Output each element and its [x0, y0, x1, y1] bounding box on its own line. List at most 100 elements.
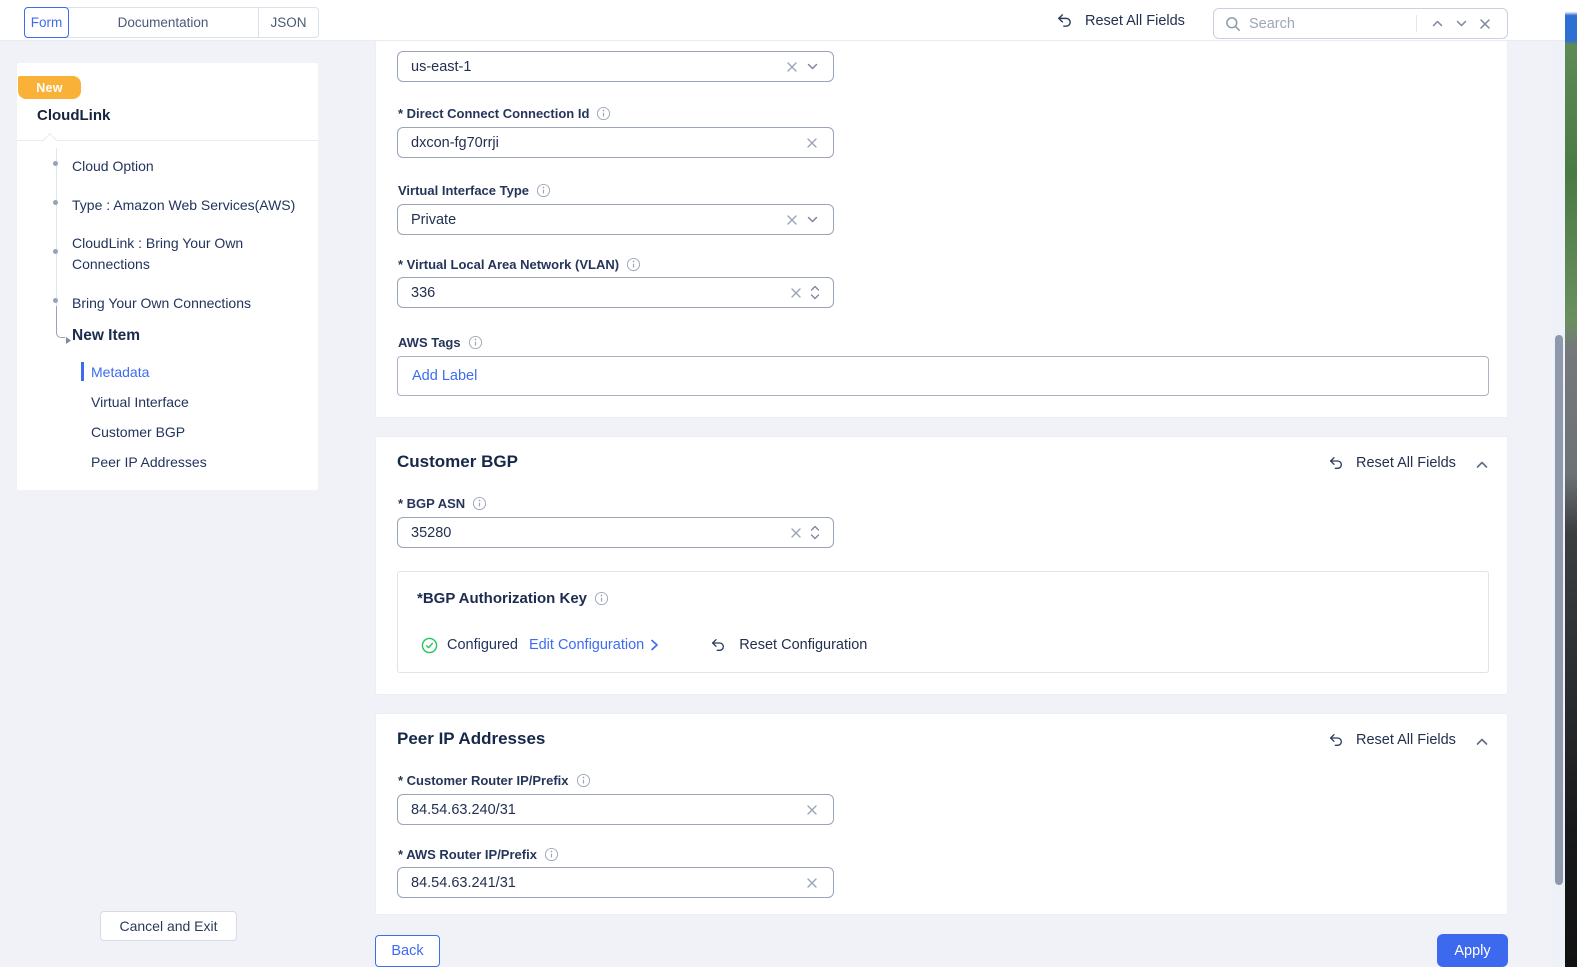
info-icon[interactable]: [536, 183, 551, 198]
search-next-icon[interactable]: [1449, 12, 1473, 36]
scrollbar-thumb[interactable]: [1555, 335, 1563, 885]
info-icon[interactable]: [472, 496, 487, 511]
check-circle-icon: [421, 637, 438, 654]
customer-bgp-title: Customer BGP: [397, 452, 518, 471]
bgp-auth-key-panel: *BGP Authorization Key Configured Edit C…: [397, 571, 1489, 673]
tab-documentation[interactable]: Documentation: [68, 8, 259, 37]
sidebar-subitem-peer-ip-addresses[interactable]: Peer IP Addresses: [91, 454, 207, 470]
dx-connection-id-value[interactable]: [398, 134, 802, 151]
new-badge: New: [18, 76, 81, 99]
tree-bullet: [53, 200, 58, 205]
reset-configuration-button[interactable]: Reset Configuration: [706, 633, 867, 657]
aws-router-ip-input[interactable]: [397, 867, 834, 898]
chevron-down-icon[interactable]: [802, 210, 822, 230]
top-bar: Form Documentation JSON Reset All Fields: [0, 0, 1567, 41]
collapse-section-icon[interactable]: [1472, 455, 1492, 475]
chevron-down-icon[interactable]: [802, 57, 822, 77]
number-stepper[interactable]: [808, 521, 822, 545]
customer-router-ip-input[interactable]: [397, 794, 834, 825]
tab-form[interactable]: Form: [24, 7, 69, 38]
sidebar-subitem-virtual-interface[interactable]: Virtual Interface: [91, 394, 189, 410]
search-divider: [1416, 15, 1417, 32]
bgp-auth-key-label-text: *BGP Authorization Key: [417, 590, 588, 607]
reset-all-fields-label: Reset All Fields: [1085, 12, 1185, 29]
apply-button[interactable]: Apply: [1437, 934, 1508, 967]
section-reset-all-fields-label: Reset All Fields: [1356, 732, 1456, 748]
search-input[interactable]: [1249, 15, 1412, 32]
clear-icon[interactable]: [802, 873, 822, 893]
search-box: [1213, 8, 1508, 39]
divider-notch: [42, 132, 58, 148]
customer-router-ip-label: * Customer Router IP/Prefix: [398, 772, 591, 788]
aws-tags-label-text: AWS Tags: [398, 334, 461, 350]
stepper-up-icon: [810, 285, 820, 291]
info-icon[interactable]: [544, 847, 559, 862]
tree-bullet: [53, 161, 58, 166]
dx-connection-id-label: * Direct Connect Connection Id: [398, 105, 611, 121]
tree-bullet: [53, 249, 58, 254]
tab-json[interactable]: JSON: [270, 15, 307, 30]
search-close-icon[interactable]: [1473, 12, 1497, 36]
vlan-number-input[interactable]: [397, 277, 834, 308]
bgp-asn-label: * BGP ASN: [398, 495, 487, 511]
region-select-value[interactable]: [398, 58, 782, 75]
peer-ip-section-card: Peer IP Addresses Reset All Fields * Cus…: [375, 713, 1508, 915]
info-icon[interactable]: [594, 591, 609, 606]
bgp-auth-key-status-row: Configured Edit Configuration Reset Conf…: [421, 633, 867, 657]
reset-all-fields-button[interactable]: Reset All Fields: [1052, 0, 1185, 41]
undo-icon: [1052, 9, 1076, 33]
info-icon[interactable]: [626, 257, 641, 272]
tree-elbow-connector: [56, 306, 65, 338]
vif-type-value[interactable]: [398, 211, 782, 228]
search-prev-icon[interactable]: [1425, 12, 1449, 36]
stepper-down-icon: [810, 534, 820, 540]
clear-icon[interactable]: [786, 523, 806, 543]
region-select[interactable]: [397, 51, 834, 82]
undo-icon: [1324, 728, 1348, 752]
aws-router-ip-value[interactable]: [398, 874, 802, 891]
info-icon[interactable]: [596, 106, 611, 121]
desktop-edge-sliver: [1565, 0, 1577, 967]
vif-type-select[interactable]: [397, 204, 834, 235]
clear-icon[interactable]: [802, 800, 822, 820]
edit-configuration-link[interactable]: Edit Configuration: [529, 637, 660, 653]
stepper-down-icon: [810, 294, 820, 300]
peer-ip-title: Peer IP Addresses: [397, 729, 546, 748]
caret-right-icon: [65, 332, 72, 350]
bgp-auth-key-label: *BGP Authorization Key: [417, 590, 609, 607]
clear-icon[interactable]: [782, 57, 802, 77]
section-reset-all-fields-button[interactable]: Reset All Fields: [1324, 449, 1456, 477]
clear-icon[interactable]: [786, 283, 806, 303]
tree-bullet: [53, 298, 58, 303]
clear-icon[interactable]: [802, 133, 822, 153]
sidebar-subitem-metadata[interactable]: Metadata: [91, 364, 150, 380]
add-label-button[interactable]: Add Label: [412, 368, 478, 384]
bgp-asn-label-text: * BGP ASN: [398, 495, 466, 511]
info-icon[interactable]: [576, 773, 591, 788]
collapse-section-icon[interactable]: [1472, 732, 1492, 752]
sidebar-divider: [17, 132, 318, 148]
aws-tags-label: AWS Tags: [398, 334, 483, 350]
customer-router-ip-value[interactable]: [398, 801, 802, 818]
section-reset-all-fields-button[interactable]: Reset All Fields: [1324, 726, 1456, 754]
aws-router-ip-label-text: * AWS Router IP/Prefix: [398, 846, 537, 862]
bgp-asn-number-input[interactable]: [397, 517, 834, 548]
number-stepper[interactable]: [808, 281, 822, 305]
sidebar-item-cloudlink-byoc[interactable]: CloudLink : Bring Your Own Connections: [72, 235, 244, 272]
metadata-section-card: * Direct Connect Connection Id Virtual I…: [375, 41, 1508, 418]
sidebar-item-bring-your-own-connections[interactable]: Bring Your Own Connections: [72, 295, 251, 311]
vlan-value[interactable]: [398, 284, 786, 301]
sidebar-item-type-aws[interactable]: Type : Amazon Web Services(AWS): [72, 197, 296, 213]
back-button[interactable]: Back: [375, 935, 440, 967]
bgp-asn-value[interactable]: [398, 524, 786, 541]
aws-tags-box: Add Label: [397, 356, 1489, 396]
sidebar-item-cloud-option[interactable]: Cloud Option: [72, 158, 154, 174]
section-reset-all-fields-label: Reset All Fields: [1356, 455, 1456, 471]
sidebar-subitem-customer-bgp[interactable]: Customer BGP: [91, 424, 186, 440]
cancel-and-exit-button[interactable]: Cancel and Exit: [100, 911, 237, 941]
clear-icon[interactable]: [782, 210, 802, 230]
dx-connection-id-input[interactable]: [397, 127, 834, 158]
sidebar-item-new-item[interactable]: New Item: [72, 327, 141, 344]
info-icon[interactable]: [468, 335, 483, 350]
vlan-label-text: * Virtual Local Area Network (VLAN): [398, 256, 620, 272]
